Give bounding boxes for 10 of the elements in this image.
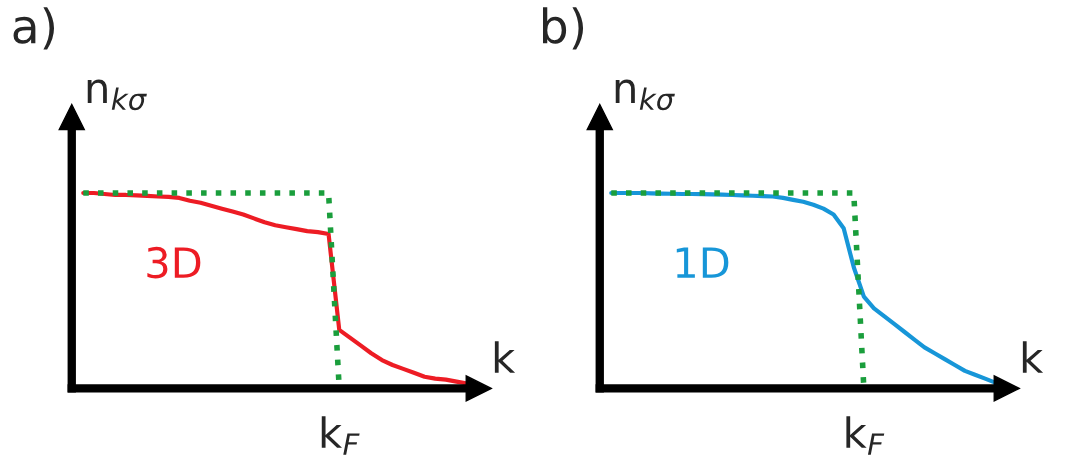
x-axis-title: k [494, 341, 516, 373]
chart-title: a) [13, 7, 55, 50]
series-label: 1D [676, 247, 729, 278]
y-axis-title: n$_{kσ}$ [615, 79, 675, 111]
y-axis-title: n$_{kσ}$ [87, 79, 147, 111]
text: k$_{F}$ [321, 416, 360, 455]
text: k$_{F}$ [846, 416, 885, 455]
series-label: 3D [147, 246, 201, 279]
chart-title: b) [543, 7, 584, 50]
x-axis-title: k [1022, 341, 1044, 373]
